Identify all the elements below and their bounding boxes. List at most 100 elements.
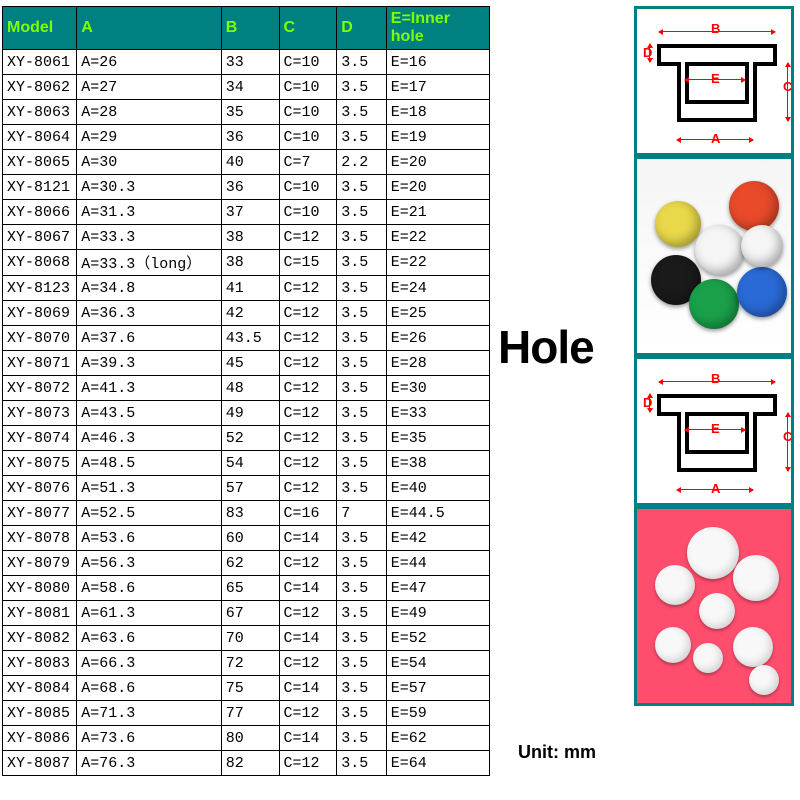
cross-section-diagram-1: B D E C A xyxy=(634,6,794,156)
cell-a: A=73.6 xyxy=(77,726,221,751)
cell-c: C=14 xyxy=(279,626,337,651)
cell-c: C=12 xyxy=(279,276,337,301)
cell-d: 3.5 xyxy=(337,225,387,250)
cell-a: A=31.3 xyxy=(77,200,221,225)
cell-d: 3.5 xyxy=(337,651,387,676)
cap-icon xyxy=(733,627,773,667)
cell-model: XY-8073 xyxy=(3,401,77,426)
table-row: XY-8074A=46.352C=123.5E=35 xyxy=(3,426,490,451)
cell-c: C=12 xyxy=(279,301,337,326)
table-row: XY-8078A=53.660C=143.5E=42 xyxy=(3,526,490,551)
cell-b: 75 xyxy=(221,676,279,701)
spec-table-area: Model A B C D E=Inner hole XY-8061A=2633… xyxy=(0,0,490,800)
table-row: XY-8068A=33.3（long）38C=153.5E=22 xyxy=(3,250,490,276)
unit-label: Unit: mm xyxy=(518,742,596,763)
table-row: XY-8085A=71.377C=123.5E=59 xyxy=(3,701,490,726)
cell-model: XY-8066 xyxy=(3,200,77,225)
cell-d: 3.5 xyxy=(337,676,387,701)
cell-b: 72 xyxy=(221,651,279,676)
cell-d: 3.5 xyxy=(337,75,387,100)
table-row: XY-8067A=33.338C=123.5E=22 xyxy=(3,225,490,250)
cell-a: A=29 xyxy=(77,125,221,150)
cell-e: E=54 xyxy=(386,651,489,676)
cell-a: A=46.3 xyxy=(77,426,221,451)
table-row: XY-8063A=2835C=103.5E=18 xyxy=(3,100,490,125)
cell-e: E=22 xyxy=(386,250,489,276)
cell-c: C=12 xyxy=(279,225,337,250)
cell-e: E=64 xyxy=(386,751,489,776)
table-row: XY-8123A=34.841C=123.5E=24 xyxy=(3,276,490,301)
cell-a: A=56.3 xyxy=(77,551,221,576)
table-row: XY-8086A=73.680C=143.5E=62 xyxy=(3,726,490,751)
cell-a: A=36.3 xyxy=(77,301,221,326)
cell-d: 3.5 xyxy=(337,50,387,75)
table-row: XY-8079A=56.362C=123.5E=44 xyxy=(3,551,490,576)
cap-icon xyxy=(687,527,739,579)
cap-icon xyxy=(733,555,779,601)
cell-c: C=15 xyxy=(279,250,337,276)
cell-a: A=26 xyxy=(77,50,221,75)
cell-model: XY-8072 xyxy=(3,376,77,401)
cell-b: 49 xyxy=(221,401,279,426)
cell-e: E=20 xyxy=(386,150,489,175)
cell-e: E=52 xyxy=(386,626,489,651)
cell-a: A=76.3 xyxy=(77,751,221,776)
cell-e: E=38 xyxy=(386,451,489,476)
header-b: B xyxy=(221,7,279,50)
table-row: XY-8070A=37.643.5C=123.5E=26 xyxy=(3,326,490,351)
cell-c: C=14 xyxy=(279,726,337,751)
dim-label-b: B xyxy=(711,371,720,386)
cell-e: E=44 xyxy=(386,551,489,576)
cell-b: 36 xyxy=(221,125,279,150)
dim-label-a: A xyxy=(711,481,720,496)
hole-label: Hole xyxy=(498,320,594,374)
cap-icon xyxy=(693,643,723,673)
cap-icon xyxy=(699,593,735,629)
cell-c: C=12 xyxy=(279,701,337,726)
cell-model: XY-8076 xyxy=(3,476,77,501)
cell-c: C=14 xyxy=(279,576,337,601)
cell-c: C=12 xyxy=(279,451,337,476)
cell-model: XY-8069 xyxy=(3,301,77,326)
table-row: XY-8087A=76.382C=123.5E=64 xyxy=(3,751,490,776)
dim-label-c: C xyxy=(783,429,792,444)
cell-b: 57 xyxy=(221,476,279,501)
table-row: XY-8071A=39.345C=123.5E=28 xyxy=(3,351,490,376)
cell-b: 38 xyxy=(221,225,279,250)
table-row: XY-8061A=2633C=103.5E=16 xyxy=(3,50,490,75)
cell-b: 43.5 xyxy=(221,326,279,351)
cell-a: A=43.5 xyxy=(77,401,221,426)
cell-model: XY-8087 xyxy=(3,751,77,776)
cell-e: E=18 xyxy=(386,100,489,125)
header-c: C xyxy=(279,7,337,50)
cell-d: 3.5 xyxy=(337,351,387,376)
cell-a: A=34.8 xyxy=(77,276,221,301)
cap-icon xyxy=(655,201,701,247)
cell-e: E=28 xyxy=(386,351,489,376)
cell-b: 33 xyxy=(221,50,279,75)
cell-c: C=10 xyxy=(279,125,337,150)
cell-b: 38 xyxy=(221,250,279,276)
table-row: XY-8077A=52.583C=167E=44.5 xyxy=(3,501,490,526)
cell-b: 80 xyxy=(221,726,279,751)
cell-a: A=61.3 xyxy=(77,601,221,626)
header-e: E=Inner hole xyxy=(386,7,489,50)
side-panel: B D E C A B D xyxy=(630,0,800,800)
cell-d: 3.5 xyxy=(337,200,387,225)
cell-e: E=40 xyxy=(386,476,489,501)
cell-d: 3.5 xyxy=(337,326,387,351)
cell-model: XY-8083 xyxy=(3,651,77,676)
cross-section-diagram-2: B D E C A xyxy=(634,356,794,506)
cell-model: XY-8084 xyxy=(3,676,77,701)
cell-model: XY-8074 xyxy=(3,426,77,451)
cap-icon xyxy=(737,267,787,317)
dim-label-e: E xyxy=(711,421,720,436)
cell-d: 3.5 xyxy=(337,701,387,726)
cap-icon xyxy=(741,225,783,267)
cell-c: C=16 xyxy=(279,501,337,526)
colored-caps-photo xyxy=(634,156,794,356)
cell-e: E=47 xyxy=(386,576,489,601)
header-a: A xyxy=(77,7,221,50)
cell-b: 54 xyxy=(221,451,279,476)
cell-b: 65 xyxy=(221,576,279,601)
